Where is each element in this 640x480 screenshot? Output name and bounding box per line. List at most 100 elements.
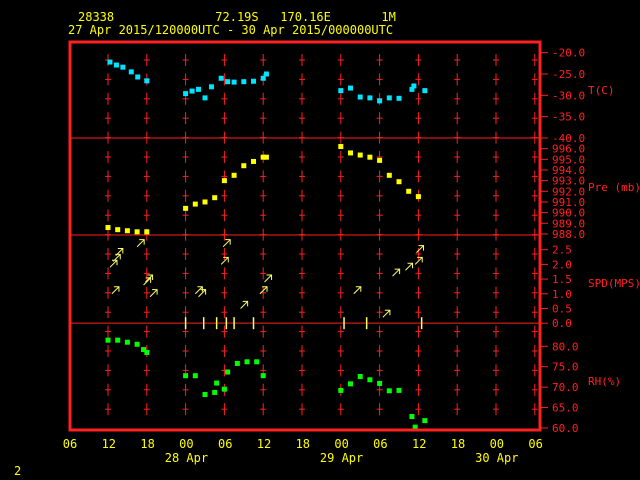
pres-point: [144, 229, 150, 235]
temp-point: [196, 86, 202, 92]
rh-point: [134, 341, 140, 347]
pres-point: [251, 158, 256, 164]
wind-arrow: [198, 289, 206, 298]
rh-point: [202, 391, 208, 397]
wind-arrow: [109, 259, 118, 268]
temp-point: [113, 62, 119, 68]
panel-dividers: [70, 137, 540, 324]
wind-arrow: [111, 286, 120, 295]
pres-point: [115, 227, 121, 233]
y-tick-label: 75.0: [552, 361, 579, 374]
wind-axis-label: SPD(MPS): [588, 277, 640, 290]
rh-point: [225, 369, 231, 375]
y-tick-labels: -20.0-25.0-30.0-35.0-40.0T(C)996.0995.09…: [540, 47, 640, 435]
temp-point: [202, 95, 208, 101]
wind-arrow: [382, 309, 391, 318]
rh-axis-label: RH(%): [588, 375, 621, 388]
pres-point: [105, 225, 111, 231]
temp-point: [183, 91, 189, 97]
pres-point: [338, 144, 344, 150]
x-tick-label: 12: [102, 437, 116, 451]
temp-point: [208, 84, 214, 90]
wind-arrow-head: [266, 274, 273, 280]
wind-arrow: [143, 277, 151, 286]
pres-point: [192, 201, 198, 207]
temp-point: [367, 95, 373, 101]
wind-arrow-head: [223, 256, 229, 263]
temp-point: [144, 78, 150, 84]
y-tick-label: 80.0: [552, 340, 579, 353]
pres-point: [415, 194, 421, 200]
y-tick-label: 994.0: [552, 164, 585, 177]
temp-axis-label: T(C): [588, 84, 615, 97]
y-tick-label: 2.5: [552, 244, 572, 257]
y-tick-label: 988.0: [552, 228, 585, 241]
rh-point: [244, 359, 250, 365]
temp-point: [128, 69, 134, 75]
rh-point: [357, 374, 363, 380]
wind-arrow-head: [113, 286, 120, 292]
y-tick-label: 991.0: [552, 196, 585, 209]
pres-point: [357, 152, 363, 158]
wind-arrow: [353, 286, 362, 295]
x-day-label: 28 Apr: [165, 451, 208, 465]
wind-arrow: [416, 245, 424, 253]
wind-arrow-head: [384, 309, 391, 316]
temp-point: [396, 95, 402, 101]
wind-arrow-head: [242, 300, 249, 307]
pres-point: [377, 157, 383, 163]
rh-point: [422, 418, 428, 424]
x-tick-label: 12: [257, 437, 271, 451]
wind-arrow: [112, 254, 121, 262]
pres-point: [260, 154, 266, 160]
wind-arrow: [136, 239, 145, 248]
pres-point: [406, 188, 412, 194]
station-header: 28338 72.19S 170.16E 1M: [78, 10, 396, 24]
temp-point: [263, 71, 269, 77]
rh-point: [214, 380, 220, 386]
x-tick-label: 00: [334, 437, 348, 451]
x-tick-label: 18: [451, 437, 465, 451]
grid-layer: [105, 54, 538, 416]
wind-arrow-head: [355, 286, 362, 292]
x-tick-labels: 06 12 18 00 06 12 18 00 06 12 18 00 06 28 Apr 29 Apr 30…: [63, 437, 543, 465]
wind-arrow-head: [152, 289, 158, 295]
x-day-label: 30 Apr: [475, 451, 518, 465]
pres-point: [212, 195, 218, 201]
time-range-header: 27 Apr 2015/120000UTC - 30 Apr 2015/0000…: [68, 23, 394, 37]
rh-point: [367, 377, 373, 383]
page-number: 2: [14, 464, 22, 478]
wind-arrow: [259, 286, 268, 295]
pres-point: [231, 172, 237, 178]
rh-point: [386, 388, 392, 394]
temp-point: [231, 79, 237, 85]
rh-point: [212, 389, 218, 395]
x-tick-label: 00: [490, 437, 504, 451]
wind-arrow-head: [417, 256, 423, 263]
rh-point: [124, 339, 130, 345]
rh-point: [221, 386, 227, 392]
x-tick-label: 06: [218, 437, 232, 451]
x-tick-label: 18: [296, 437, 310, 451]
rh-point: [105, 337, 111, 343]
pres-point: [348, 150, 353, 156]
pres-point: [367, 154, 373, 160]
wind-arrow-head: [225, 239, 231, 245]
wind-arrow-head: [262, 286, 268, 292]
rh-point: [183, 373, 189, 379]
x-tick-label: 00: [179, 437, 193, 451]
y-tick-label: 996.0: [552, 143, 585, 156]
temp-point: [338, 88, 344, 94]
pres-point: [134, 229, 140, 235]
wind-arrow: [115, 248, 124, 256]
y-tick-label: 70.0: [552, 381, 579, 394]
temp-point: [218, 75, 224, 81]
temp-point: [422, 88, 428, 94]
wind-arrow: [264, 274, 272, 283]
pres-point: [124, 228, 130, 234]
temp-point: [411, 83, 417, 89]
y-tick-label: 0.0: [552, 317, 572, 330]
pres-point: [396, 179, 402, 185]
wind-arrow-head: [145, 277, 152, 283]
temp-point: [241, 79, 247, 85]
